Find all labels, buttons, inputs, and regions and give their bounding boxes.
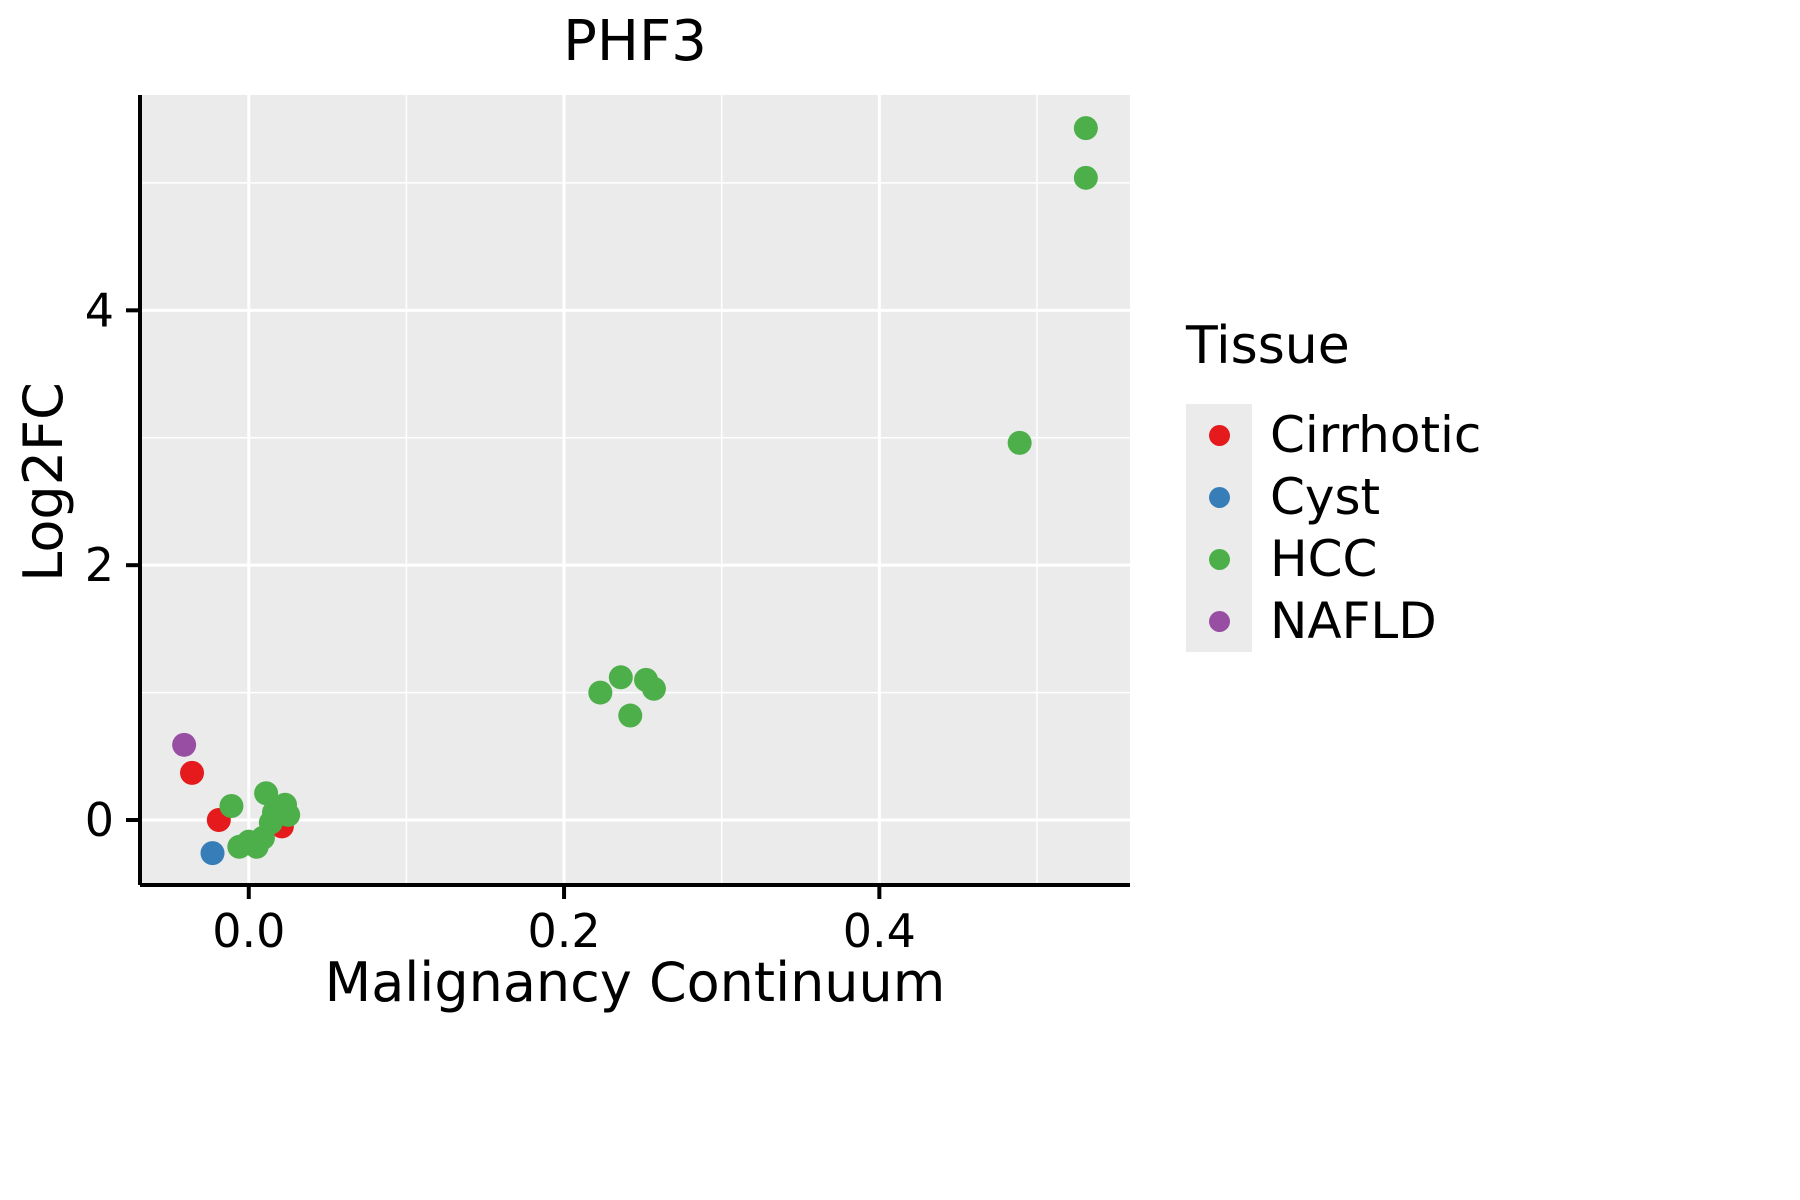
legend-key-hcc (1186, 528, 1252, 590)
legend-items: Cirrhotic Cyst HCC NAFLD (1186, 404, 1481, 652)
y-tick-label: 4 (85, 283, 114, 337)
legend-key-cirrhotic (1186, 404, 1252, 466)
x-tick-label: 0.4 (843, 904, 916, 958)
data-point-hcc (1073, 116, 1098, 141)
data-point-hcc (608, 665, 633, 690)
legend-label-nafld: NAFLD (1270, 592, 1437, 650)
data-point-hcc (641, 676, 666, 701)
legend-item-nafld: NAFLD (1186, 590, 1481, 652)
x-tick-label: 0.2 (527, 904, 600, 958)
legend-dot-icon (1208, 424, 1230, 446)
data-point-hcc (618, 703, 643, 728)
data-point-hcc (1073, 165, 1098, 190)
legend: Tissue Cirrhotic Cyst HCC NAFLD (1186, 316, 1481, 652)
legend-item-hcc: HCC (1186, 528, 1481, 590)
legend-label-cyst: Cyst (1270, 468, 1381, 526)
legend-title: Tissue (1186, 316, 1350, 376)
x-tick-label: 0.0 (212, 904, 285, 958)
legend-dot-icon (1208, 486, 1230, 508)
y-tick-label: 0 (85, 793, 114, 847)
plot-panel (140, 95, 1130, 885)
data-point-hcc (254, 781, 279, 806)
data-point-cirrhotic (180, 760, 205, 785)
y-tick-label: 2 (85, 538, 114, 592)
data-point-hcc (276, 802, 301, 827)
legend-key-cyst (1186, 466, 1252, 528)
legend-dot-icon (1208, 548, 1230, 570)
data-point-hcc (219, 794, 244, 818)
data-point-hcc (588, 680, 613, 705)
legend-item-cirrhotic: Cirrhotic (1186, 404, 1481, 466)
data-point-cyst (200, 841, 225, 866)
chart-title: PHF3 (563, 9, 707, 74)
legend-dot-icon (1208, 610, 1230, 632)
data-point-hcc (1007, 430, 1032, 455)
x-axis-label: Malignancy Continuum (324, 951, 946, 1014)
data-point-nafld (172, 732, 197, 757)
legend-label-hcc: HCC (1270, 530, 1378, 588)
legend-item-cyst: Cyst (1186, 466, 1481, 528)
legend-key-nafld (1186, 590, 1252, 652)
legend-label-cirrhotic: Cirrhotic (1270, 406, 1482, 464)
